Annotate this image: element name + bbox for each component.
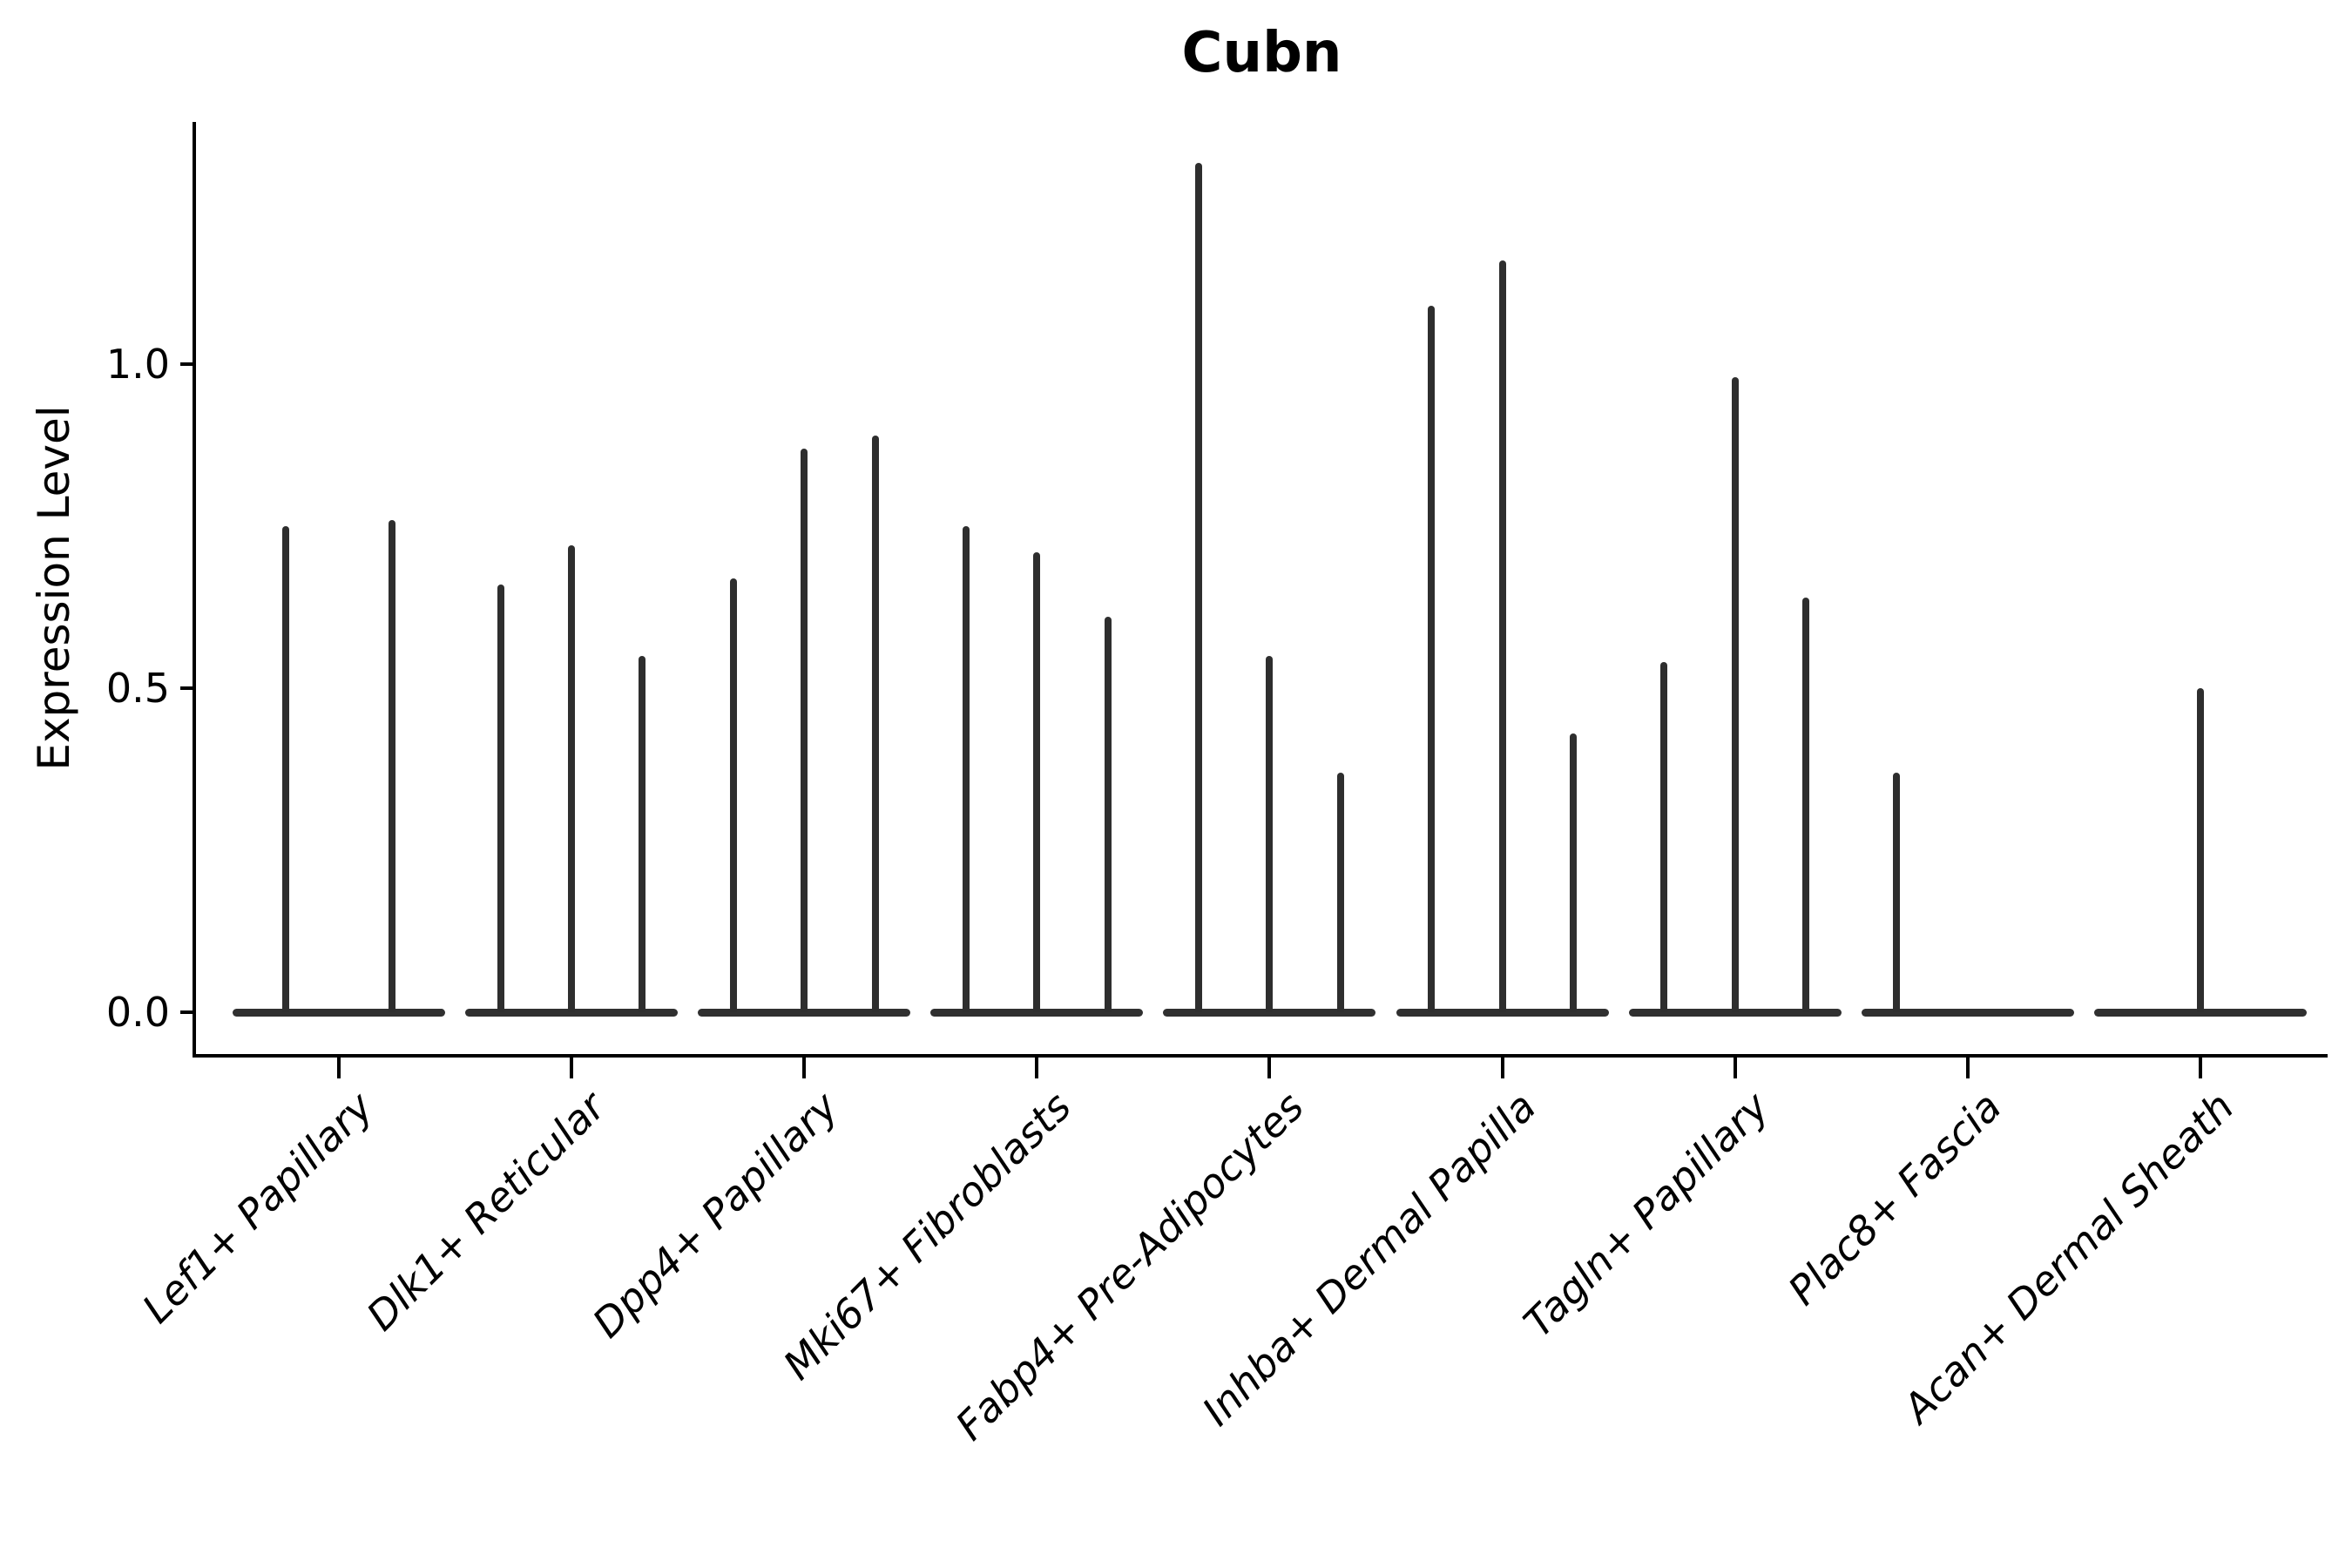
violin-spike — [1195, 163, 1203, 1012]
x-tick-mark — [1267, 1058, 1272, 1078]
violin-spike — [497, 584, 504, 1012]
violin-spike — [729, 578, 737, 1012]
violin-baseline — [1861, 1008, 2074, 1017]
x-category-label: Lef1+ Papillary — [132, 1083, 382, 1333]
violin-spike — [1266, 655, 1274, 1012]
y-tick-label: 0.0 — [105, 989, 170, 1036]
x-tick-mark — [802, 1058, 807, 1078]
violin-spike — [1893, 772, 1901, 1012]
x-category-label: Dpp4+ Papillary — [583, 1083, 848, 1347]
x-tick-mark — [2198, 1058, 2202, 1078]
violin-spike — [389, 519, 395, 1012]
y-tick-label: 1.0 — [105, 341, 170, 388]
violin-spike — [1569, 733, 1577, 1012]
violin-spike — [568, 545, 576, 1012]
x-tick-mark — [1500, 1058, 1504, 1078]
x-category-label: Tagln+ Papillary — [1514, 1083, 1778, 1347]
violin-spike — [639, 655, 646, 1012]
x-tick-mark — [1965, 1058, 1970, 1078]
x-tick-mark — [1733, 1058, 1737, 1078]
chart-title: Cubn — [1181, 21, 1342, 85]
violin-baseline — [930, 1008, 1144, 1017]
violin-spike — [1428, 306, 1436, 1012]
violin-spike — [801, 448, 808, 1012]
violin-baseline — [2093, 1008, 2307, 1017]
y-tick-mark — [180, 362, 196, 366]
violin-spike — [871, 435, 879, 1012]
violin-spike — [282, 526, 289, 1012]
x-category-label: Plac8+ Fascia — [1779, 1083, 2011, 1315]
x-tick-mark — [337, 1058, 341, 1078]
y-tick-mark — [180, 686, 196, 690]
x-axis-spine — [193, 1054, 2328, 1058]
violin-baseline — [1396, 1008, 1609, 1017]
violin-baseline — [698, 1008, 911, 1017]
violin-spike — [1336, 772, 1344, 1012]
violin-spike — [1104, 617, 1112, 1012]
y-axis-spine — [193, 122, 196, 1058]
violin-spike — [2196, 688, 2204, 1012]
y-tick-label: 0.5 — [105, 665, 170, 712]
violin-spike — [1731, 376, 1739, 1012]
violin-spike — [1801, 597, 1809, 1012]
violin-spike — [1033, 551, 1041, 1012]
violin-baseline — [233, 1008, 445, 1017]
violin-spike — [1498, 260, 1506, 1012]
violin-baseline — [465, 1008, 679, 1017]
x-category-label: Dlk1+ Reticular — [357, 1083, 615, 1340]
x-tick-mark — [570, 1058, 574, 1078]
violin-baseline — [1163, 1008, 1376, 1017]
y-axis-label: Expression Level — [29, 405, 79, 771]
violin-spike — [1660, 662, 1668, 1012]
y-tick-mark — [180, 1010, 196, 1014]
violin-spike — [962, 526, 970, 1012]
x-tick-mark — [1035, 1058, 1039, 1078]
violin-baseline — [1628, 1008, 1842, 1017]
